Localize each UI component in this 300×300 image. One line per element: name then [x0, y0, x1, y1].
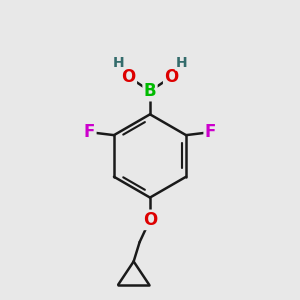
Text: H: H	[176, 56, 188, 70]
Text: B: B	[144, 82, 156, 100]
Text: F: F	[84, 123, 95, 141]
Text: H: H	[112, 56, 124, 70]
Text: O: O	[164, 68, 178, 86]
Text: O: O	[122, 68, 136, 86]
Text: O: O	[143, 211, 157, 229]
Text: F: F	[205, 123, 216, 141]
